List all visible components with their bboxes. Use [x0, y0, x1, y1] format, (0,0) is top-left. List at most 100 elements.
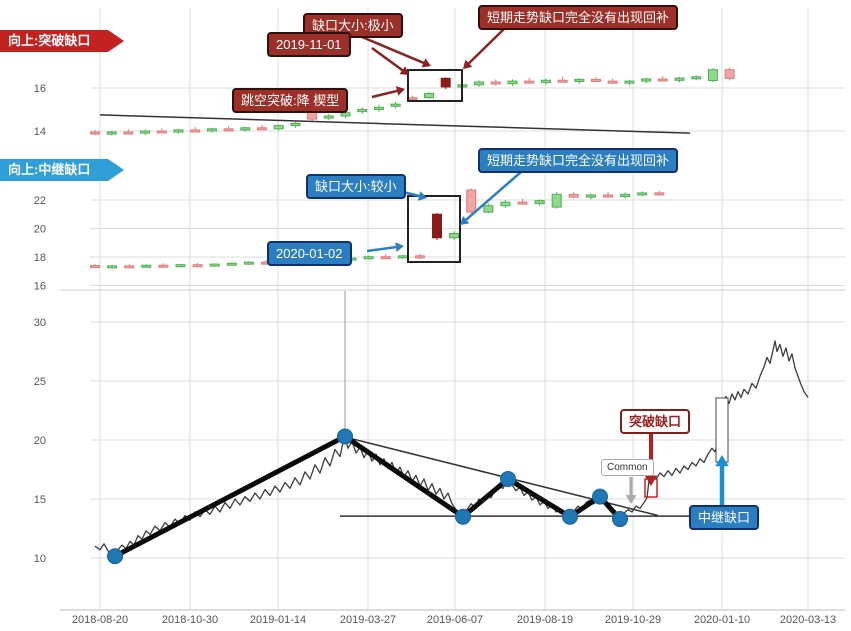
candle-body: [90, 265, 100, 269]
highlight-box-middle: [407, 195, 461, 263]
candle-body: [257, 127, 267, 131]
annotation-arrow-head: [395, 242, 404, 252]
candle-body: [323, 115, 334, 119]
y-tick-label: 14: [34, 126, 46, 138]
candle-body: [124, 265, 135, 269]
candle-body: [363, 256, 374, 260]
breakaway-gap-label: 突破缺口: [620, 409, 691, 434]
candle-body: [106, 131, 117, 135]
y-tick-label: 16: [34, 83, 46, 95]
annotation-arrow-head: [421, 58, 431, 68]
candle-body: [190, 129, 201, 133]
candle-body: [607, 80, 618, 84]
candle-body: [603, 194, 613, 198]
x-tick-label: 2018-08-20: [72, 614, 128, 626]
candle-body: [466, 189, 477, 213]
common-label: Common: [601, 459, 654, 476]
candle-body: [141, 264, 152, 268]
annotation-arrow: [371, 46, 405, 73]
candle-body: [620, 193, 631, 197]
x-tick-label: 2020-01-10: [694, 614, 750, 626]
annotation-arrow: [371, 89, 399, 99]
candle-body: [373, 106, 384, 110]
candle-body: [158, 264, 169, 268]
candle-body: [424, 92, 434, 99]
candle-body: [568, 193, 579, 198]
candle-body: [591, 78, 601, 82]
x-tick-label: 2020-03-13: [780, 614, 836, 626]
candle-body: [123, 131, 134, 135]
y-tick-label: 22: [34, 195, 46, 207]
candle-body: [243, 261, 254, 265]
candle-body: [483, 205, 494, 213]
candle-body: [90, 131, 100, 135]
candle-body: [240, 127, 251, 131]
gap-date-badge-top: 2019-11-01: [267, 32, 351, 57]
annotation-arrow: [361, 35, 426, 65]
y-tick-label: 20: [34, 224, 46, 236]
candle-body: [432, 213, 442, 239]
candle-body: [407, 97, 418, 101]
candle-body: [507, 80, 518, 85]
gap-size-badge-top: 缺口大小:极小: [303, 13, 403, 38]
candle-body: [449, 232, 460, 239]
x-tick-label: 2018-10-30: [162, 614, 218, 626]
candle-body: [517, 201, 528, 205]
candle-body: [156, 130, 167, 134]
annotation-arrow-head: [463, 59, 473, 69]
candle-body: [500, 201, 511, 207]
x-tick-label: 2019-10-29: [605, 614, 661, 626]
pivot-dot: [337, 428, 353, 445]
y-tick-label: 16: [34, 281, 46, 293]
candle-body: [192, 264, 203, 268]
candle-body: [390, 103, 401, 107]
gap-size-badge-middle: 缺口大小:较小: [306, 174, 406, 199]
y-tick-label: 25: [34, 376, 46, 388]
x-tick-label: 2019-03-27: [340, 614, 396, 626]
candle-body: [223, 128, 234, 132]
candle-body: [273, 125, 284, 130]
candle-body: [557, 79, 568, 83]
candle-body: [540, 79, 551, 83]
candle-body: [707, 69, 718, 81]
candle-body: [414, 255, 425, 259]
breakaway-gap-ribbon: 向上:突破缺口: [0, 30, 124, 52]
continuation-gap-marker: [715, 397, 729, 463]
candle-body: [534, 200, 545, 205]
annotation-arrow-head: [399, 66, 409, 75]
continuation-gap-ribbon: 向上:中继缺口: [0, 159, 124, 181]
continuation-arrow-head: [715, 455, 729, 467]
candle-body: [226, 262, 237, 266]
breakaway-arrow-head: [644, 475, 658, 486]
y-tick-label: 20: [34, 435, 46, 447]
y-tick-label: 18: [34, 252, 46, 264]
candle-body: [107, 265, 118, 269]
candle-body: [380, 256, 391, 260]
candle-body: [290, 122, 301, 127]
pivot-dot: [592, 488, 608, 505]
annotation-arrow-head: [395, 86, 405, 96]
candle-body: [724, 69, 735, 79]
pivot-dot: [562, 508, 578, 525]
candle-body: [657, 78, 668, 82]
candle-body: [357, 109, 368, 113]
candle-body: [175, 264, 186, 268]
common-arrow-head: [625, 495, 637, 504]
x-tick-label: 2019-08-19: [517, 614, 573, 626]
annotation-arrow: [366, 245, 398, 253]
candle-body: [206, 128, 217, 132]
continuation-gap-label: 中继缺口: [689, 505, 760, 530]
y-tick-label: 30: [34, 317, 46, 329]
candle-body: [340, 112, 351, 117]
x-tick-label: 2019-01-14: [250, 614, 306, 626]
candle-body: [474, 81, 485, 86]
x-tick-label: 2019-06-07: [427, 614, 483, 626]
candle-body: [574, 78, 585, 83]
candle-body: [140, 130, 151, 134]
y-tick-label: 10: [34, 553, 46, 565]
annotation-arrow: [464, 171, 522, 222]
candle-body: [624, 80, 635, 84]
y-tick-label: 15: [34, 494, 46, 506]
no-fill-badge-top: 短期走势缺口完全没有出现回补: [478, 5, 679, 30]
